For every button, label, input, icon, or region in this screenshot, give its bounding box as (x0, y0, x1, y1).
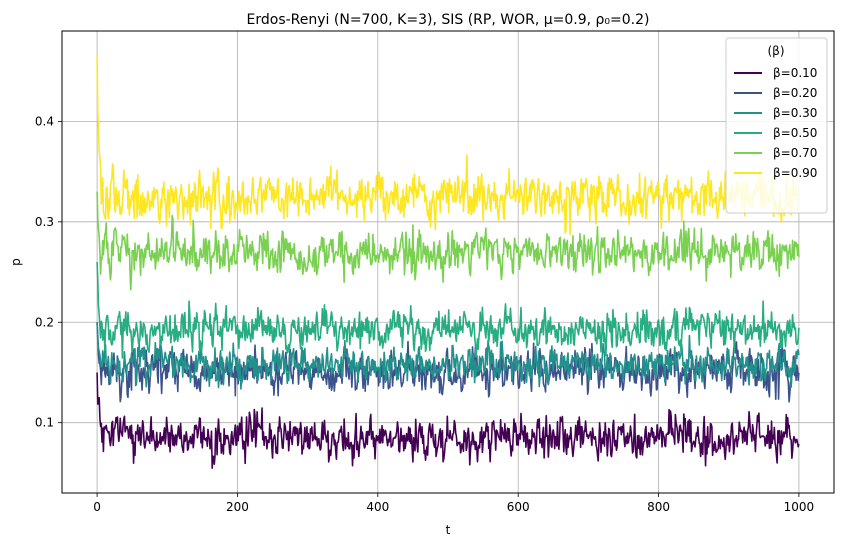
y-tick-label: 0.2 (35, 315, 54, 329)
legend: (β) β=0.10 β=0.20 β=0.30 β=0.50 β=0.70 β=0.90 (725, 37, 828, 214)
y-tick-label: 0.3 (35, 215, 54, 229)
y-axis-title: p (9, 258, 23, 266)
chart-title: Erdos-Renyi (N=700, K=3), SIS (RP, WOR, … (247, 12, 650, 28)
x-tick-label: 800 (647, 500, 670, 514)
x-tick-label: 400 (366, 500, 389, 514)
x-tick-label: 200 (226, 500, 249, 514)
x-axis: 0 200 400 600 800 1000 (93, 493, 814, 514)
y-tick-label: 0.4 (35, 114, 54, 128)
plot-lines (96, 56, 800, 470)
legend-label-6: β=0.90 (773, 166, 817, 180)
legend-label-3: β=0.30 (773, 106, 817, 120)
legend-items: β=0.10 β=0.20 β=0.30 β=0.50 β=0.70 β=0.90 (734, 66, 817, 180)
legend-box (725, 37, 828, 214)
series-line-4 (96, 261, 800, 359)
legend-label-5: β=0.70 (773, 146, 817, 160)
x-tick-label: 600 (507, 500, 530, 514)
series-line-5 (96, 191, 800, 291)
x-axis-title: t (446, 523, 451, 537)
plot-frame (61, 30, 835, 494)
legend-label-2: β=0.20 (773, 86, 817, 100)
legend-title: (β) (767, 44, 784, 58)
y-tick-label: 0.1 (35, 416, 54, 430)
x-tick-label: 0 (93, 500, 101, 514)
legend-label-1: β=0.10 (773, 66, 817, 80)
series-line-1 (96, 372, 800, 470)
legend-label-4: β=0.50 (773, 126, 817, 140)
series-line-6 (96, 56, 800, 236)
y-axis: 0.1 0.2 0.3 0.4 (35, 114, 62, 430)
x-tick-label: 1000 (784, 500, 815, 514)
